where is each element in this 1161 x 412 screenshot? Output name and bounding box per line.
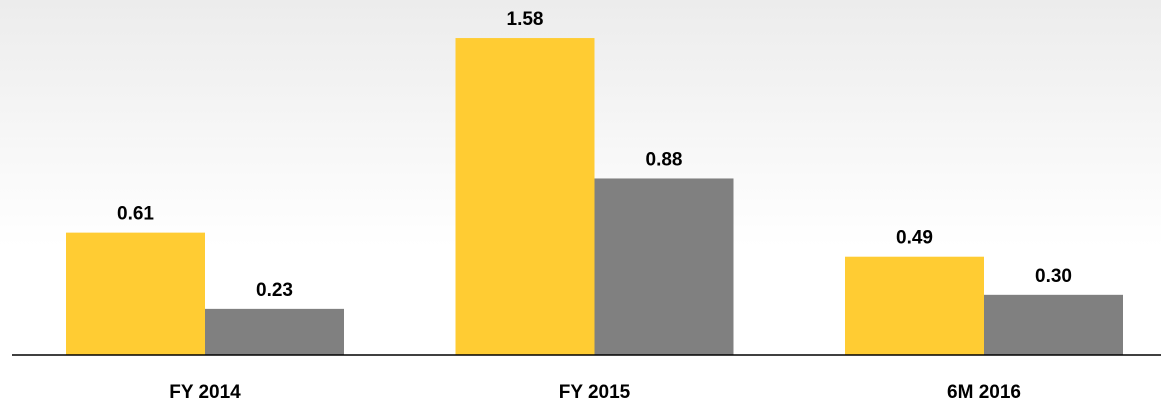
bar — [205, 308, 344, 355]
data-label: 0.23 — [256, 280, 293, 301]
data-label: 0.30 — [1035, 266, 1072, 287]
bar — [455, 38, 595, 355]
x-tick-label: FY 2015 — [559, 382, 631, 403]
data-label: 0.61 — [117, 204, 154, 225]
bar — [984, 294, 1123, 355]
x-tick-label: FY 2014 — [169, 382, 241, 403]
x-tick-label: 6M 2016 — [947, 382, 1021, 403]
bar — [594, 178, 734, 355]
bar — [66, 232, 205, 355]
bar — [845, 256, 984, 355]
data-label: 1.58 — [507, 9, 544, 30]
data-label: 0.88 — [646, 149, 683, 170]
data-label: 0.49 — [896, 228, 933, 249]
